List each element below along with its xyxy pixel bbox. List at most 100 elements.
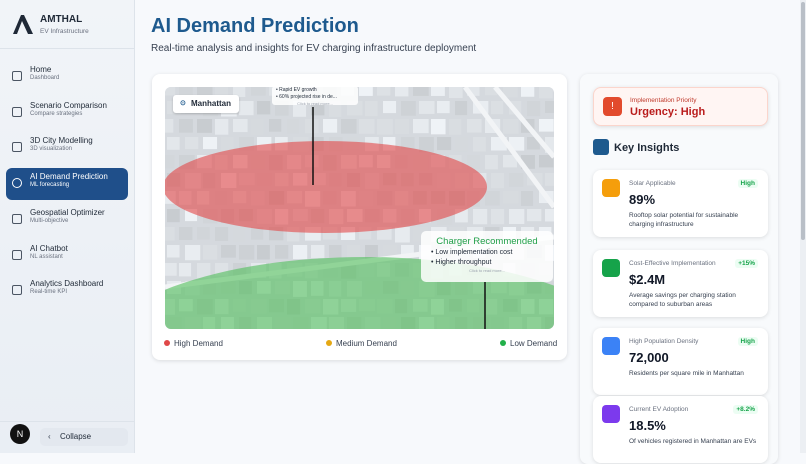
nav-item[interactable]: Geospatial Optimizer Multi-objective [6, 204, 128, 236]
nav-sub: Dashboard [30, 75, 60, 81]
insight-value: 89% [629, 192, 656, 207]
insight-desc: Rooftop solar potential for sustainable … [629, 212, 739, 229]
building [167, 137, 180, 150]
building [233, 87, 246, 97]
building [545, 209, 554, 222]
building [215, 227, 229, 241]
building [491, 101, 504, 115]
building [185, 137, 199, 150]
building [509, 137, 525, 151]
building [305, 119, 319, 134]
nav-icon [12, 106, 22, 117]
alert-icon: ! [603, 97, 622, 116]
building [167, 209, 180, 223]
callout-link[interactable]: Click to read more... [469, 267, 505, 273]
building [347, 245, 361, 260]
nav-sub: Multi-objective [30, 217, 69, 224]
divider [0, 421, 135, 422]
building [521, 87, 535, 97]
nav-label: Analytics Dashboard [30, 279, 104, 289]
building [165, 155, 175, 169]
nav-item[interactable]: Home Dashboard [6, 61, 128, 93]
app: AMTHAL EV Infrastructure Home Dashboard Sc… [0, 0, 806, 453]
building [239, 245, 255, 260]
nav-item[interactable]: AI Chatbot NL assistant [6, 240, 128, 272]
building [395, 227, 410, 243]
building [527, 101, 541, 117]
callout-title: Charger Recommended [436, 236, 538, 247]
scroll-thumb[interactable] [801, 2, 805, 240]
building [311, 245, 325, 259]
building [239, 101, 254, 116]
building [491, 173, 505, 189]
sidebar: AMTHAL EV Infrastructure Home Dashboard Sc… [0, 0, 135, 453]
building [437, 101, 450, 114]
building [485, 191, 500, 206]
building [165, 119, 174, 133]
avatar[interactable]: N [10, 424, 30, 444]
city-map[interactable] [165, 87, 554, 329]
building [179, 87, 193, 98]
building [467, 87, 480, 96]
callout-line: • Higher throughput [431, 259, 492, 267]
nav-sub: ML forecasting [30, 182, 70, 189]
building [179, 119, 193, 133]
callout-top[interactable]: • Rapid EV growth • 60% projected rise i… [272, 86, 358, 106]
high-demand-zone [165, 141, 487, 233]
building [413, 119, 429, 134]
scrollbar[interactable] [800, 0, 806, 453]
nav-sub: Real-time KPI [30, 289, 68, 296]
building [503, 87, 518, 98]
building [491, 209, 505, 225]
insight-icon [602, 337, 620, 355]
insight-label: Cost-Effective Implementation [629, 260, 716, 267]
insight-desc: Of vehicles registered in Manhattan are … [629, 438, 757, 445]
legend-label: Low Demand [510, 339, 558, 348]
insights-title: Key Insights [614, 142, 680, 154]
legend-dot [326, 340, 332, 346]
callout-charger[interactable]: Charger Recommended • Low implementation… [421, 231, 553, 282]
building [221, 137, 234, 152]
collapse-button[interactable]: ‹ Collapse [40, 428, 128, 446]
building [401, 101, 416, 116]
building [197, 119, 213, 133]
building [539, 87, 553, 99]
callout-link[interactable]: Click to read more... [297, 100, 333, 106]
building [455, 137, 468, 152]
nav-icon [12, 178, 22, 189]
building [197, 87, 213, 98]
building [165, 263, 177, 276]
insight-card: Cost-Effective Implementation +15% $2.4M Av… [593, 250, 768, 317]
insight-desc: Residents per square mile in Manhattan [629, 370, 744, 377]
brand-sub: EV Infrastructure [40, 28, 89, 35]
building [329, 245, 342, 258]
logo [13, 15, 33, 34]
nav-icon [12, 71, 22, 81]
building [251, 119, 264, 135]
nav-item[interactable]: Analytics Dashboard Real-time KPI [6, 275, 128, 307]
building [449, 87, 463, 99]
building [437, 137, 452, 151]
building [509, 209, 525, 224]
building [179, 227, 193, 241]
insight-badge: High [737, 337, 758, 346]
insight-label: Current EV Adoption [629, 406, 689, 413]
priority-value: Urgency: High [630, 106, 706, 118]
building [197, 227, 210, 240]
insight-value: 72,000 [629, 350, 669, 365]
priority-card: ! Implementation Priority Urgency: High [593, 87, 768, 126]
building [269, 119, 282, 132]
nav-sub: Compare strategies [30, 110, 83, 117]
legend-item: Medium Demand [326, 339, 397, 348]
nav-item[interactable]: Scenario Comparison Compare strategies [6, 97, 128, 129]
nav-item[interactable]: AI Demand Prediction ML forecasting [6, 168, 128, 201]
building [185, 245, 201, 261]
insight-icon [602, 259, 620, 277]
nav-label: Home [30, 65, 52, 74]
building [165, 87, 176, 96]
building [341, 119, 357, 134]
nav-item[interactable]: 3D City Modelling 3D visualization [6, 132, 128, 164]
building [539, 119, 554, 132]
insight-label: High Population Density [629, 338, 699, 345]
callout-line: • 60% projected rise in de... [276, 93, 337, 100]
